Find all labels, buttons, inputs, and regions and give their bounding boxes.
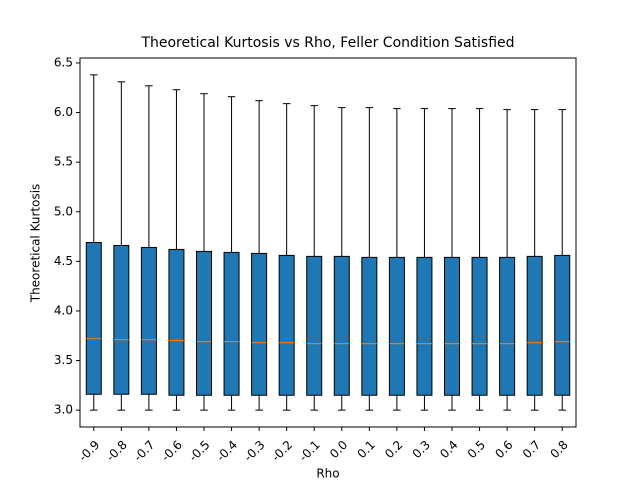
box xyxy=(140,246,157,395)
box xyxy=(444,256,460,396)
y-tick-label: 6.0 xyxy=(54,105,73,119)
y-tick-label: 4.5 xyxy=(54,254,73,268)
box xyxy=(499,256,516,396)
y-tick-label: 5.5 xyxy=(54,155,73,169)
box xyxy=(113,244,130,395)
box xyxy=(416,256,433,396)
x-axis-label: Rho xyxy=(316,467,339,480)
chart-title: Theoretical Kurtosis vs Rho, Feller Cond… xyxy=(140,35,514,51)
box xyxy=(223,251,240,396)
box xyxy=(554,254,571,396)
box xyxy=(361,256,378,396)
box xyxy=(278,254,295,396)
box xyxy=(306,255,323,396)
y-axis-label: Theoretical Kurtosis xyxy=(29,184,43,304)
y-tick-label: 3.0 xyxy=(54,403,73,417)
y-tick-label: 6.5 xyxy=(54,55,73,69)
plot-frame xyxy=(79,57,577,428)
box xyxy=(251,252,268,396)
box xyxy=(196,250,212,396)
y-tick-label: 3.5 xyxy=(54,353,73,367)
box xyxy=(168,248,185,396)
y-tick-label: 4.0 xyxy=(54,303,73,317)
box xyxy=(85,242,102,395)
box xyxy=(333,255,350,396)
box xyxy=(471,256,488,396)
box xyxy=(388,256,405,396)
y-tick-label: 5.0 xyxy=(54,204,73,218)
box xyxy=(526,255,543,396)
